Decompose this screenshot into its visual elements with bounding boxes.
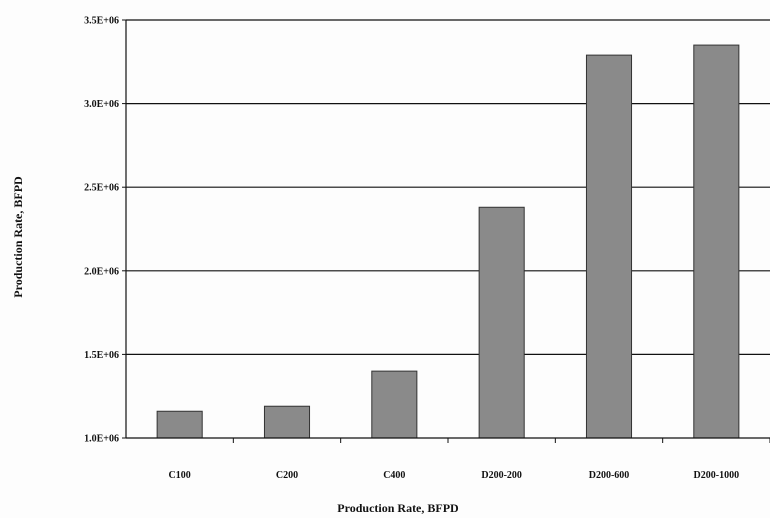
y-tick-label: 3.0E+06 <box>84 99 119 110</box>
y-tick-labels: 1.0E+06 1.5E+06 2.0E+06 2.5E+06 3.0E+06 3.5E+… <box>84 16 119 445</box>
bars <box>156 44 740 439</box>
x-axis-title: Production Rate, BFPD <box>337 501 459 515</box>
y-tick-label: 3.5E+06 <box>84 16 119 27</box>
bar-d200-200 <box>478 206 525 439</box>
bar-c400 <box>371 370 418 439</box>
y-tick-label: 1.0E+06 <box>84 434 119 445</box>
x-tick-label: D200-1000 <box>694 470 740 481</box>
y-tick-label: 2.0E+06 <box>84 266 119 277</box>
x-tick-label: C200 <box>276 470 298 481</box>
bar-c100 <box>156 410 203 439</box>
y-tick-label: 1.5E+06 <box>84 350 119 361</box>
y-tick-label: 2.5E+06 <box>84 183 119 194</box>
x-tick-label: D200-600 <box>589 470 630 481</box>
bar-d200-600 <box>585 54 633 439</box>
x-tick-label: C100 <box>169 470 191 481</box>
bar-d200-1000 <box>693 44 740 439</box>
gridlines <box>122 19 770 439</box>
x-tick-label: C400 <box>383 470 405 481</box>
y-axis-title: Production Rate, BFPD <box>11 176 25 298</box>
x-tick-label: D200-200 <box>481 470 522 481</box>
bar-c200 <box>263 405 311 439</box>
x-tick-labels: C100 C200 C400 D200-200 D200-600 D200-1000 <box>169 438 770 481</box>
